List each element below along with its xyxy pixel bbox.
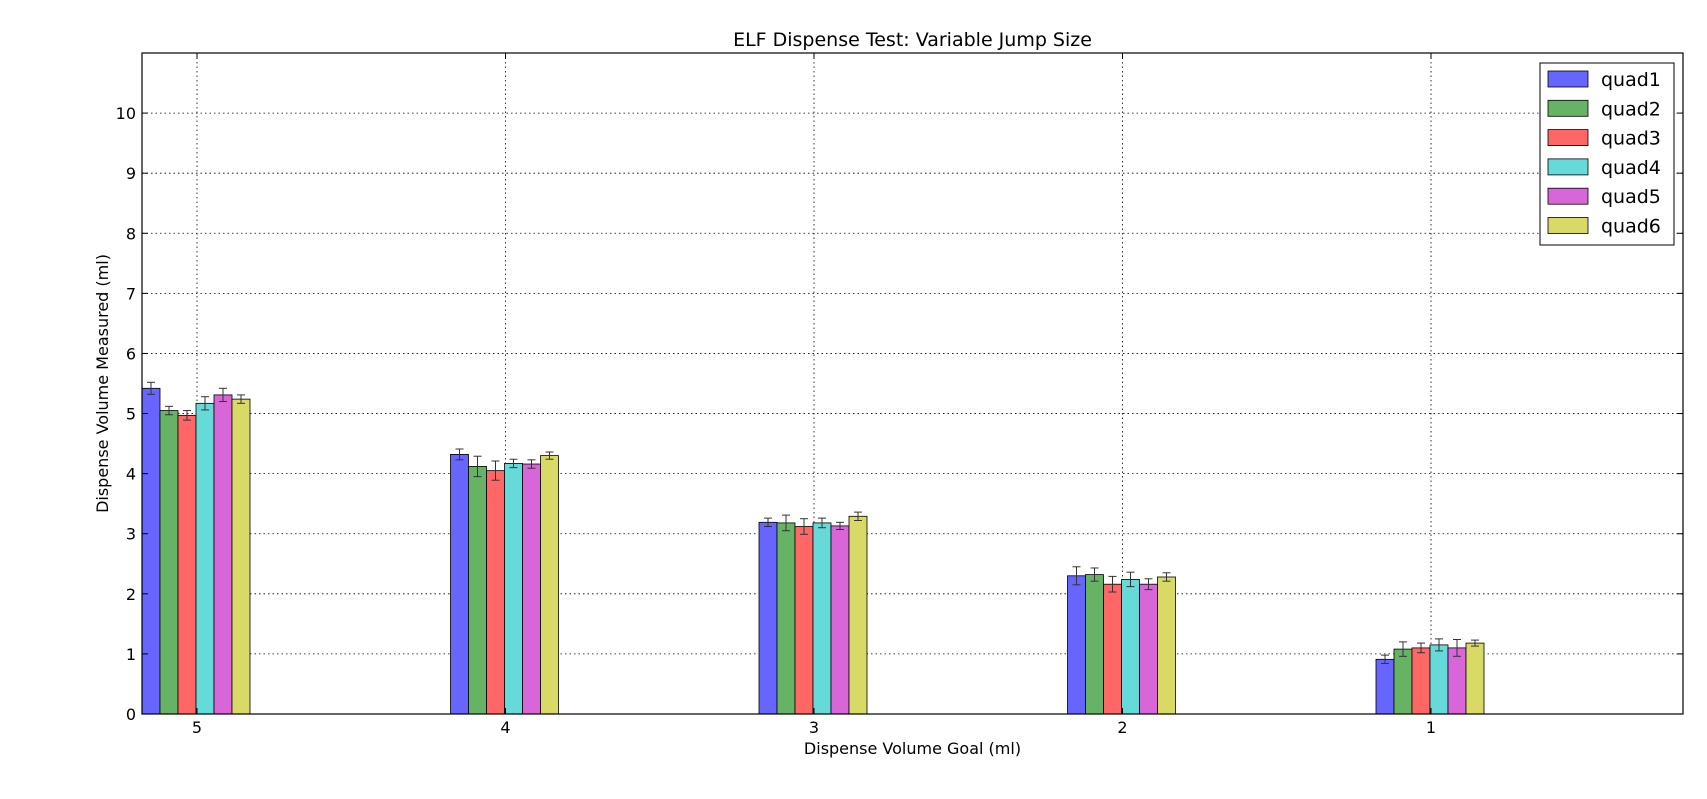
y-axis-label: Dispense Volume Measured (ml): [93, 254, 112, 513]
y-tick-label: 1: [126, 645, 136, 664]
bar-quad4: [195, 402, 215, 715]
error-bars: [147, 381, 1479, 665]
bar-quad3: [1103, 583, 1122, 715]
legend-label: quad6: [1601, 216, 1661, 238]
y-tick-label: 4: [126, 465, 136, 484]
y-tick-label: 2: [126, 585, 136, 604]
legend-label: quad5: [1601, 186, 1661, 208]
bar-quad3: [794, 526, 814, 715]
bar-quad3: [1411, 647, 1431, 715]
bar-quad1: [450, 454, 469, 715]
legend-box: [1539, 62, 1675, 246]
y-tick-label: 0: [126, 705, 136, 724]
legend-label: quad4: [1601, 157, 1661, 179]
bar-quad1: [758, 521, 778, 715]
bar-quad6: [848, 515, 868, 715]
legend: quad1 quad2 quad3 quad4 quad5 quad6: [1539, 62, 1675, 246]
legend-swatch-quad3: [1547, 129, 1589, 147]
axis-ticks: 0 1 2 3 4 5 6 7 8 9 10 5 4 3 2 1: [116, 53, 1683, 737]
x-tick-label: 1: [1426, 718, 1436, 737]
bar-quad1: [1067, 575, 1086, 715]
legend-swatch-quad5: [1547, 187, 1589, 205]
grid-lines: [142, 53, 1683, 714]
x-tick-label: 3: [809, 718, 819, 737]
y-tick-label: 5: [126, 405, 136, 424]
bar-quad6: [231, 398, 251, 715]
x-tick-label: 4: [500, 718, 510, 737]
bar-quad5: [522, 463, 541, 715]
bar-quad6: [1157, 576, 1176, 715]
legend-label: quad3: [1601, 128, 1661, 150]
legend-label: quad1: [1601, 69, 1661, 91]
plot-area-frame: [141, 52, 1684, 715]
bar-quad2: [776, 522, 796, 715]
bar-quad2: [159, 410, 179, 715]
bar-quad4: [1429, 644, 1449, 715]
y-tick-label: 7: [126, 284, 136, 303]
legend-label: quad2: [1601, 98, 1661, 120]
y-tick-label: 10: [116, 104, 136, 123]
legend-swatch-quad1: [1547, 70, 1589, 88]
bar-quad2: [1085, 574, 1104, 715]
bar-quad1: [141, 387, 161, 715]
y-tick-label: 9: [126, 164, 136, 183]
y-tick-label: 6: [126, 344, 136, 363]
bar-quad5: [830, 525, 850, 715]
bar-quad3: [177, 414, 197, 715]
y-tick-label: 3: [126, 525, 136, 544]
bar-quad4: [812, 522, 832, 715]
bar-quad2: [468, 466, 487, 715]
legend-swatch-quad6: [1547, 217, 1589, 234]
bar-quad6: [540, 455, 559, 715]
x-tick-label: 5: [192, 718, 202, 737]
bar-quad3: [486, 470, 505, 715]
x-tick-label: 2: [1117, 718, 1127, 737]
legend-swatch-quad4: [1547, 158, 1589, 176]
y-tick-label: 8: [126, 224, 136, 243]
bar-quad4: [1121, 578, 1140, 715]
bar-quad6: [1465, 642, 1485, 715]
bar-quad5: [1139, 583, 1158, 715]
bar-quad1: [1375, 658, 1395, 715]
bar-quad2: [1393, 648, 1413, 715]
x-axis-label: Dispense Volume Goal (ml): [804, 739, 1021, 758]
bar-quad4: [504, 463, 523, 715]
legend-swatch-quad2: [1547, 99, 1589, 117]
chart-title: ELF Dispense Test: Variable Jump Size: [733, 29, 1092, 51]
bar-quad5: [1447, 647, 1467, 715]
bar-quad5: [213, 394, 233, 715]
bars: [141, 387, 1485, 715]
